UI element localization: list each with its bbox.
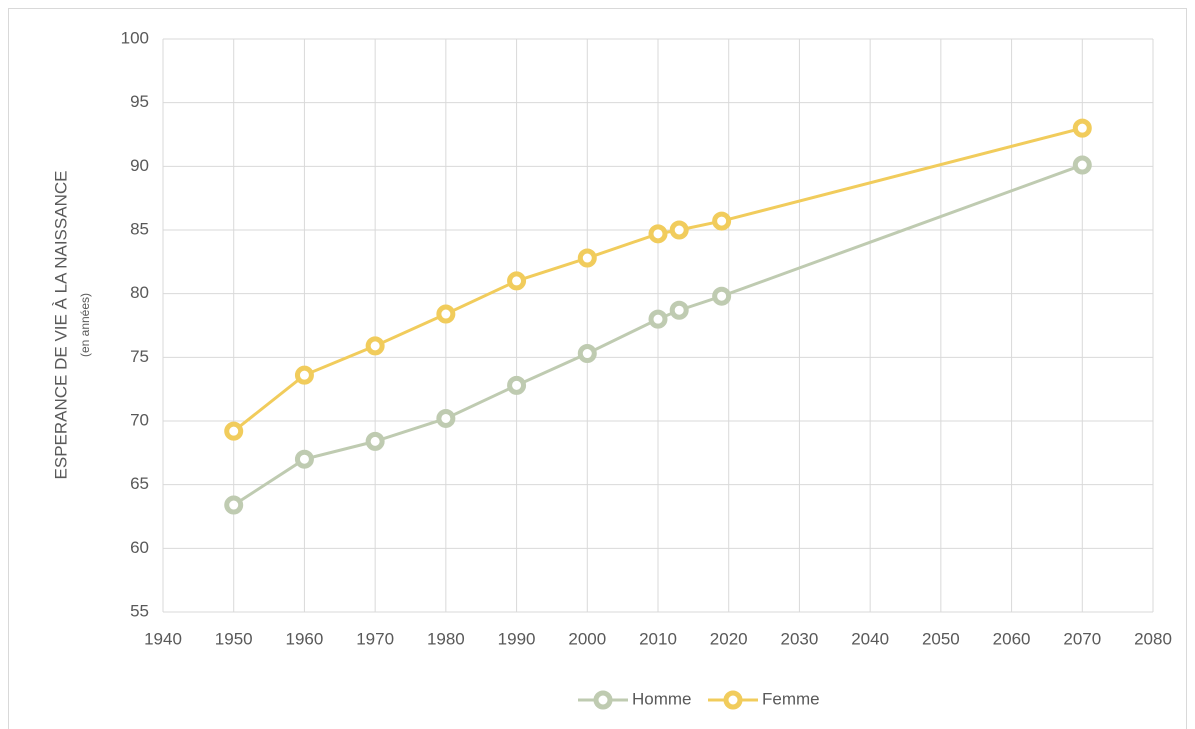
data-point [1072, 155, 1092, 175]
x-tick-label: 2080 [1134, 629, 1172, 648]
data-point [507, 271, 527, 291]
x-tick-label: 2000 [568, 629, 606, 648]
x-tick-label: 1960 [286, 629, 324, 648]
x-tick-label: 1980 [427, 629, 465, 648]
y-tick-label: 70 [130, 410, 149, 429]
x-tick-label: 2040 [851, 629, 889, 648]
y-tick-label: 75 [130, 347, 149, 366]
y-tick-label: 95 [130, 92, 149, 111]
series-line [232, 126, 1083, 433]
y-axis-sublabel: (en années) [78, 293, 92, 357]
data-point [1072, 118, 1092, 138]
y-tick-label: 90 [130, 156, 149, 175]
data-point [577, 248, 597, 268]
x-tick-label: 2060 [993, 629, 1031, 648]
y-axis-label: ESPERANCE DE VIE À LA NAISSANCE [51, 171, 70, 480]
data-point [436, 408, 456, 428]
data-point [224, 495, 244, 515]
chart-border [8, 8, 1187, 729]
y-tick-label: 100 [121, 28, 149, 47]
x-tick-label: 1940 [144, 629, 182, 648]
legend-label: Femme [762, 689, 820, 708]
data-point [294, 449, 314, 469]
data-point [669, 220, 689, 240]
x-tick-label: 2020 [710, 629, 748, 648]
data-point [648, 224, 668, 244]
data-point [365, 336, 385, 356]
x-tick-label: 1990 [498, 629, 536, 648]
x-tick-label: 1950 [215, 629, 253, 648]
y-tick-label: 85 [130, 219, 149, 238]
data-point [224, 421, 244, 441]
data-point [712, 211, 732, 231]
legend-label: Homme [632, 689, 692, 708]
legend-marker [593, 690, 613, 710]
x-tick-label: 2070 [1063, 629, 1101, 648]
data-point [294, 365, 314, 385]
legend-marker [723, 690, 743, 710]
data-point [365, 431, 385, 451]
data-point [648, 309, 668, 329]
series-line [232, 163, 1083, 507]
y-tick-label: 65 [130, 474, 149, 493]
x-tick-label: 2050 [922, 629, 960, 648]
y-tick-label: 55 [130, 601, 149, 620]
data-point [577, 344, 597, 364]
y-tick-label: 60 [130, 538, 149, 557]
y-tick-label: 80 [130, 283, 149, 302]
x-tick-label: 1970 [356, 629, 394, 648]
data-point [712, 286, 732, 306]
data-point [507, 375, 527, 395]
x-tick-label: 2010 [639, 629, 677, 648]
data-point [436, 304, 456, 324]
x-tick-label: 2030 [781, 629, 819, 648]
data-point [669, 300, 689, 320]
